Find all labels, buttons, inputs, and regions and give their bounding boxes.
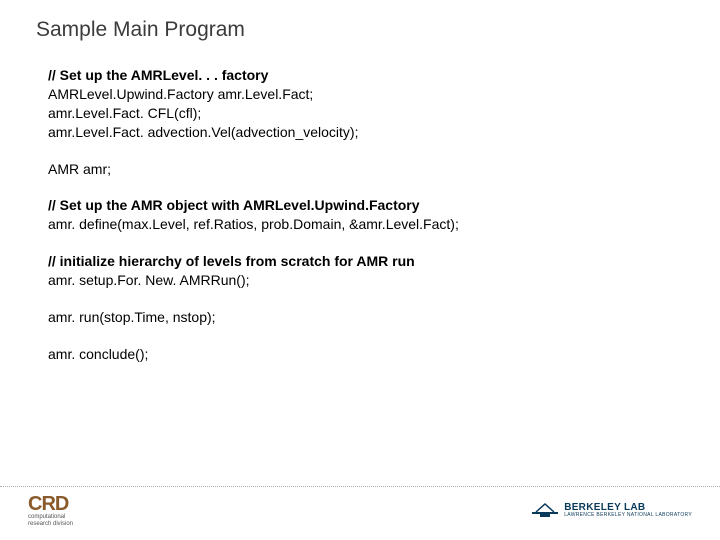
code-block: amr. run(stop.Time, nstop); (48, 308, 690, 327)
code-block: // initialize hierarchy of levels from s… (48, 252, 690, 290)
code-line: // Set up the AMR object with AMRLevel.U… (48, 196, 690, 215)
crd-logo: CRD computational research division (28, 494, 73, 527)
code-line: amr. conclude(); (48, 345, 690, 364)
code-line: amr. setup.For. New. AMRRun(); (48, 271, 690, 290)
code-block: // Set up the AMRLevel. . . factoryAMRLe… (48, 66, 690, 142)
berkeley-lab-logo: BERKELEY LAB LAWRENCE BERKELEY NATIONAL … (532, 502, 692, 520)
code-block: // Set up the AMR object with AMRLevel.U… (48, 196, 690, 234)
code-line: amr.Level.Fact. advection.Vel(advection_… (48, 123, 690, 142)
berkeley-lab-sub: LAWRENCE BERKELEY NATIONAL LABORATORY (564, 513, 692, 518)
code-line: AMR amr; (48, 160, 690, 179)
code-line: // Set up the AMRLevel. . . factory (48, 66, 690, 85)
footer: CRD computational research division BERK… (0, 486, 720, 540)
code-line: amr.Level.Fact. CFL(cfl); (48, 104, 690, 123)
berkeley-lab-text: BERKELEY LAB LAWRENCE BERKELEY NATIONAL … (564, 503, 692, 518)
code-block: AMR amr; (48, 160, 690, 179)
crd-logo-text: CRD computational research division (28, 494, 73, 527)
crd-sub2: research division (28, 521, 73, 528)
code-line: AMRLevel.Upwind.Factory amr.Level.Fact; (48, 85, 690, 104)
crd-mark: CRD (28, 494, 73, 514)
code-line: amr. run(stop.Time, nstop); (48, 308, 690, 327)
slide-container: Sample Main Program // Set up the AMRLev… (0, 0, 720, 540)
slide-title: Sample Main Program (36, 18, 690, 42)
code-body: // Set up the AMRLevel. . . factoryAMRLe… (48, 66, 690, 364)
code-line: amr. define(max.Level, ref.Ratios, prob.… (48, 215, 690, 234)
code-block: amr. conclude(); (48, 345, 690, 364)
berkeley-lab-icon (532, 502, 558, 520)
code-line: // initialize hierarchy of levels from s… (48, 252, 690, 271)
crd-sub1: computational (28, 514, 73, 521)
